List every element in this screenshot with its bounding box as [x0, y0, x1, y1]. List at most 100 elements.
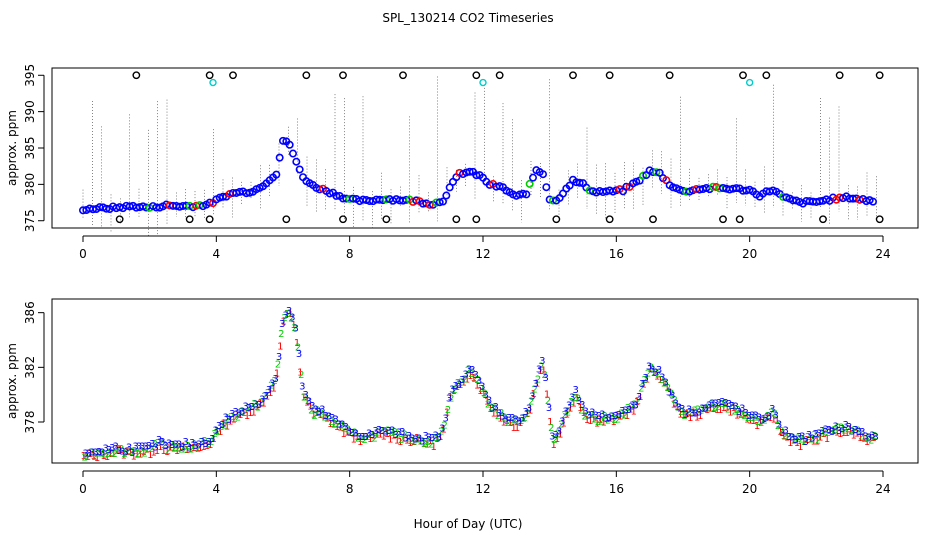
series-1-point: 1	[814, 437, 820, 448]
series-1-point: 1	[654, 371, 660, 382]
series-3-point: 3	[592, 411, 598, 422]
series-3-point: 3	[116, 446, 122, 457]
series-1-point: 1	[280, 316, 286, 327]
series-2-point: 2	[438, 426, 444, 437]
series-2-point: 2	[638, 383, 644, 394]
series-1-point: 1	[444, 408, 450, 419]
series-2-point: 2	[368, 430, 374, 441]
series-3-point: 3	[546, 403, 552, 414]
series-2-point: 2	[621, 411, 627, 422]
series-3-point: 3	[352, 429, 358, 440]
series-1-point: 1	[640, 380, 646, 391]
series-1-point: 1	[270, 383, 276, 394]
series-1-point: 1	[344, 428, 350, 439]
data-point	[325, 189, 334, 198]
series-1-point: 1	[100, 451, 106, 462]
series-2-point: 2	[228, 412, 234, 423]
bottom-x-tick-label: 16	[609, 482, 624, 496]
series-3-point: 3	[832, 422, 838, 433]
series-2-point: 2	[278, 329, 284, 340]
series-3-point: 3	[166, 438, 172, 449]
series-2-point: 2	[101, 449, 107, 460]
data-point	[285, 140, 294, 149]
top-plot-frame	[51, 67, 919, 229]
series-1-point: 1	[540, 366, 546, 377]
series-1-point: 1	[140, 447, 146, 458]
series-2-point: 2	[191, 440, 197, 451]
series-2-point: 2	[588, 410, 594, 421]
series-3-point: 3	[182, 437, 188, 448]
series-3-point: 3	[382, 427, 388, 438]
series-1-point: 1	[570, 398, 576, 409]
series-1-point: 1	[264, 391, 270, 402]
series-3-point: 3	[536, 365, 542, 376]
series-3-point: 3	[692, 409, 698, 420]
series-3-point: 3	[709, 399, 715, 410]
series-1-point: 1	[547, 417, 553, 428]
data-point	[89, 205, 98, 214]
series-1-point: 1	[490, 408, 496, 419]
series-3-point: 3	[732, 401, 738, 412]
series-3-point: 3	[706, 401, 712, 412]
series-3-point: 3	[652, 367, 658, 378]
series-3-point: 3	[189, 438, 195, 449]
series-1-point: 1	[804, 435, 810, 446]
top-x-tick-label: 24	[875, 247, 890, 261]
series-2-point: 2	[255, 403, 261, 414]
series-2-point: 2	[285, 309, 291, 320]
top-y-axis: 375 380 385 390 395	[23, 64, 45, 232]
outlier-point	[605, 215, 614, 224]
series-2-point: 2	[608, 412, 614, 423]
series-3-point: 3	[132, 442, 138, 453]
series-2-point: 2	[305, 396, 311, 407]
series-1-point: 1	[267, 388, 273, 399]
series-3-point: 3	[339, 420, 345, 431]
series-2-point: 2	[808, 435, 814, 446]
series-3-point: 3	[272, 374, 278, 385]
series-3-point: 3	[452, 381, 458, 392]
series-1-point: 1	[510, 423, 516, 434]
series-3-point: 3	[756, 413, 762, 424]
series-1-point: 1	[227, 417, 233, 428]
series-2-point: 2	[815, 436, 821, 447]
series-3-point: 3	[129, 448, 135, 459]
outlier-point	[605, 71, 614, 80]
series-2-point: 2	[238, 407, 244, 418]
outlier-point	[819, 215, 827, 224]
series-2-point: 2	[728, 401, 734, 412]
series-2-point: 2	[325, 411, 331, 422]
outlier-point	[735, 215, 744, 224]
top-y-tick-label: 375	[23, 209, 37, 232]
series-1-point: 1	[847, 424, 853, 435]
series-1-point: 1	[760, 414, 766, 425]
series-3-point: 3	[392, 430, 398, 441]
series-1-point: 1	[657, 375, 663, 386]
series-3-point: 3	[596, 411, 602, 422]
series-2-point: 2	[668, 389, 674, 400]
outlier-point	[649, 215, 657, 224]
series-2-point: 2	[185, 441, 191, 452]
series-1-point: 1	[794, 438, 800, 449]
series-1-point: 1	[864, 437, 870, 448]
series-3-point: 3	[582, 407, 588, 418]
series-1-point: 1	[97, 447, 103, 458]
bottom-panel: 1111111111111111111111111111111111111111…	[5, 298, 919, 531]
series-1-point: 1	[747, 415, 753, 426]
series-3-point: 3	[629, 400, 635, 411]
series-3-point: 3	[742, 408, 748, 419]
series-2-point: 2	[291, 323, 297, 334]
series-3-point: 3	[149, 439, 155, 450]
series-2-point: 2	[118, 444, 124, 455]
series-3-point: 3	[289, 312, 295, 323]
series-2-point: 2	[248, 402, 254, 413]
series-2-point: 2	[581, 411, 587, 422]
series-2-point: 2	[468, 369, 474, 380]
series-3-point: 3	[312, 404, 318, 415]
series-2-point: 2	[831, 425, 837, 436]
series-2-point: 2	[855, 426, 861, 437]
series-2-point: 2	[428, 439, 434, 450]
series-1-point: 1	[850, 431, 856, 442]
series-3-point: 3	[609, 412, 615, 423]
series-1-point: 1	[287, 309, 293, 320]
series-2-point: 2	[685, 408, 691, 419]
